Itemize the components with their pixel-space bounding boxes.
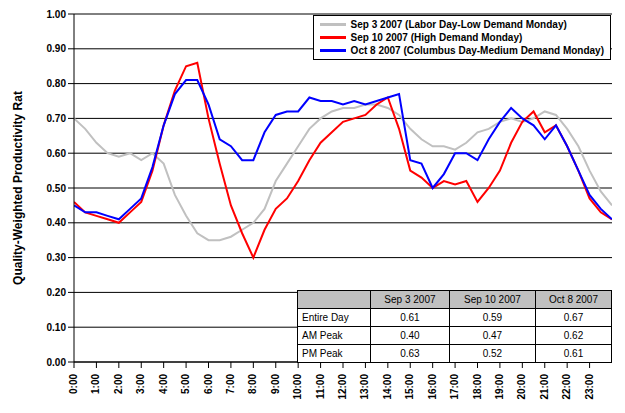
html-text:Sep 3 2007 (Labor Day-Low Dema: Sep 3 2007 (Labor Day-Low Demand Monday)	[350, 19, 567, 30]
svg-text:0:00: 0:00	[68, 374, 79, 394]
svg-text:9:00: 9:00	[270, 374, 281, 394]
svg-text:Quality-Weighted Productivity: Quality-Weighted Productivity Rat	[11, 91, 25, 285]
html-text:Entire Day: Entire Day	[302, 312, 349, 323]
html-text:0.67: 0.67	[563, 312, 584, 323]
svg-text:0.60: 0.60	[47, 148, 67, 159]
svg-text:7:00: 7:00	[225, 374, 236, 394]
svg-text:0.40: 0.40	[47, 217, 67, 228]
svg-text:6:00: 6:00	[203, 374, 214, 394]
svg-text:17:00: 17:00	[449, 374, 460, 400]
html-text:AM Peak: AM Peak	[302, 330, 343, 341]
svg-text:0.80: 0.80	[47, 78, 67, 89]
html-text:Sep 10 2007 (High Demand Monda: Sep 10 2007 (High Demand Monday)	[350, 32, 523, 43]
svg-text:0.70: 0.70	[47, 113, 67, 124]
html-text:Oct 8 2007 (Columbus Day-Mediu: Oct 8 2007 (Columbus Day-Medium Demand M…	[350, 45, 604, 56]
svg-text:8:00: 8:00	[247, 374, 258, 394]
html-text:0.61: 0.61	[400, 312, 420, 323]
svg-text:2:00: 2:00	[113, 374, 124, 394]
html-text:Oct 8 2007: Oct 8 2007	[549, 294, 598, 305]
svg-text:10:00: 10:00	[292, 374, 303, 400]
html-text:Sep 10 2007: Sep 10 2007	[464, 294, 521, 305]
svg-text:1.00: 1.00	[47, 9, 67, 20]
svg-text:22:00: 22:00	[561, 374, 572, 400]
svg-text:21:00: 21:00	[539, 374, 550, 400]
svg-text:1:00: 1:00	[90, 374, 101, 394]
svg-text:0.00: 0.00	[47, 357, 67, 368]
svg-text:5:00: 5:00	[180, 374, 191, 394]
html-text:0.52: 0.52	[482, 348, 503, 359]
svg-text:11:00: 11:00	[315, 374, 326, 399]
svg-text:0.50: 0.50	[47, 183, 67, 194]
html-text:0.61: 0.61	[563, 348, 584, 359]
svg-text:3:00: 3:00	[135, 374, 146, 394]
svg-text:15:00: 15:00	[404, 374, 415, 400]
svg-text:19:00: 19:00	[494, 374, 505, 400]
svg-text:0.20: 0.20	[47, 287, 67, 298]
html-text:0.62: 0.62	[563, 330, 584, 341]
svg-text:18:00: 18:00	[472, 374, 483, 400]
html-text:PM Peak: PM Peak	[302, 348, 343, 359]
svg-text:13:00: 13:00	[359, 374, 370, 400]
html-text:0.40: 0.40	[400, 330, 420, 341]
svg-text:0.90: 0.90	[47, 43, 67, 54]
svg-text:4:00: 4:00	[158, 374, 169, 394]
svg-text:12:00: 12:00	[337, 374, 348, 400]
svg-text:16:00: 16:00	[427, 374, 438, 400]
svg-text:23:00: 23:00	[584, 374, 595, 400]
svg-text:14:00: 14:00	[382, 374, 393, 400]
svg-text:0.10: 0.10	[47, 322, 67, 333]
html-text:Sep 3 2007: Sep 3 2007	[384, 294, 436, 305]
svg-text:20:00: 20:00	[516, 374, 527, 400]
html-text:0.47: 0.47	[482, 330, 503, 341]
html-text:0.63: 0.63	[400, 348, 420, 359]
html-text:0.59: 0.59	[482, 312, 503, 323]
svg-text:0.30: 0.30	[47, 252, 67, 263]
